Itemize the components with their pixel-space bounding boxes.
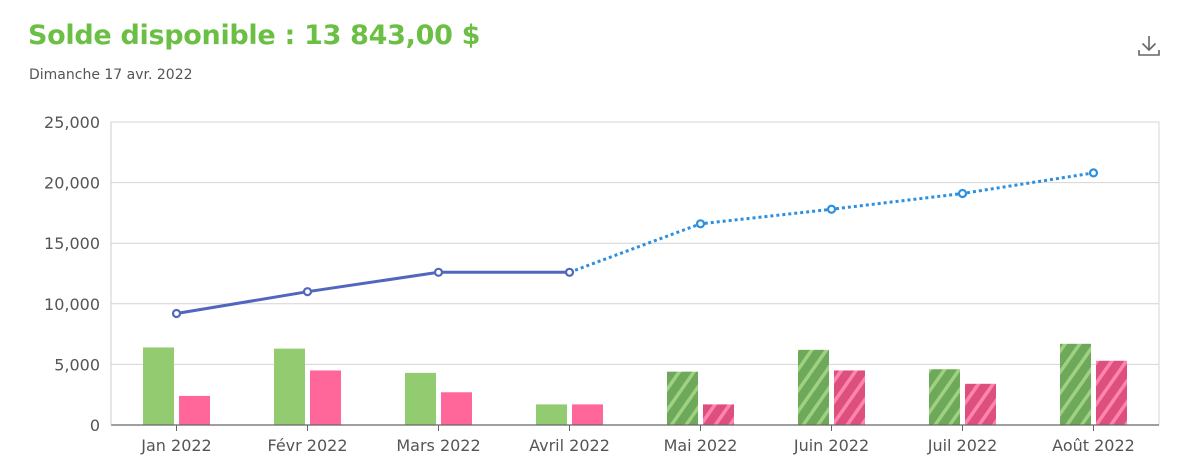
income-bar[interactable] (274, 348, 305, 425)
income-bar[interactable] (405, 372, 436, 425)
balance-line-forecast (568, 171, 1094, 274)
x-tick-label: Févr 2022 (267, 436, 347, 455)
y-tick-label: 10,000 (44, 295, 100, 314)
x-tick-label: Avril 2022 (529, 436, 610, 455)
balance-point[interactable] (957, 188, 968, 199)
expense-bar[interactable] (441, 392, 472, 425)
balance-line-actual (176, 270, 570, 315)
x-axis: Jan 2022 Févr 2022 Mars 2022 Avril 2022 Mai … (111, 424, 1159, 455)
expense-bar[interactable] (310, 370, 341, 425)
income-bar[interactable] (143, 347, 174, 425)
expense-bar[interactable] (1096, 360, 1127, 425)
current-date: Dimanche 17 avr. 2022 (29, 67, 193, 83)
expense-bar[interactable] (703, 404, 734, 425)
balance-point[interactable] (171, 308, 182, 319)
balance-point[interactable] (1088, 168, 1099, 178)
income-bar[interactable] (667, 371, 698, 425)
income-bar[interactable] (1060, 343, 1091, 425)
y-tick-label: 15,000 (44, 234, 100, 253)
x-tick-label: Mars 2022 (396, 436, 480, 455)
income-bar[interactable] (798, 349, 829, 425)
income-bar[interactable] (536, 404, 567, 425)
balance-point[interactable] (433, 267, 444, 277)
balance-line (171, 168, 1099, 319)
balance-point[interactable] (695, 219, 706, 229)
x-tick-label: Mai 2022 (664, 436, 738, 455)
income-bar[interactable] (929, 369, 960, 425)
bars (143, 343, 1127, 425)
balance-point[interactable] (564, 267, 575, 277)
y-tick-label: 20,000 (44, 174, 100, 193)
x-tick-label: Août 2022 (1052, 436, 1135, 455)
expense-bar[interactable] (834, 370, 865, 425)
page-title: Solde disponible : 13 843,00 $ (28, 20, 481, 51)
y-tick-label: 5,000 (54, 355, 100, 374)
grid-lines (111, 121, 1160, 425)
y-axis: 0 5,000 10,000 15,000 20,000 25,000 (44, 113, 112, 435)
x-tick-label: Juil 2022 (927, 436, 998, 455)
balance-point[interactable] (302, 287, 313, 297)
expense-bar[interactable] (179, 395, 210, 425)
expense-bar[interactable] (965, 383, 996, 425)
x-tick-label: Jan 2022 (140, 436, 211, 455)
x-tick-label: Juin 2022 (793, 436, 869, 455)
expense-bar[interactable] (572, 404, 603, 425)
download-icon[interactable] (1134, 30, 1164, 60)
y-tick-label: 0 (90, 416, 100, 435)
y-tick-label: 25,000 (44, 113, 100, 132)
balance-point[interactable] (826, 204, 837, 214)
